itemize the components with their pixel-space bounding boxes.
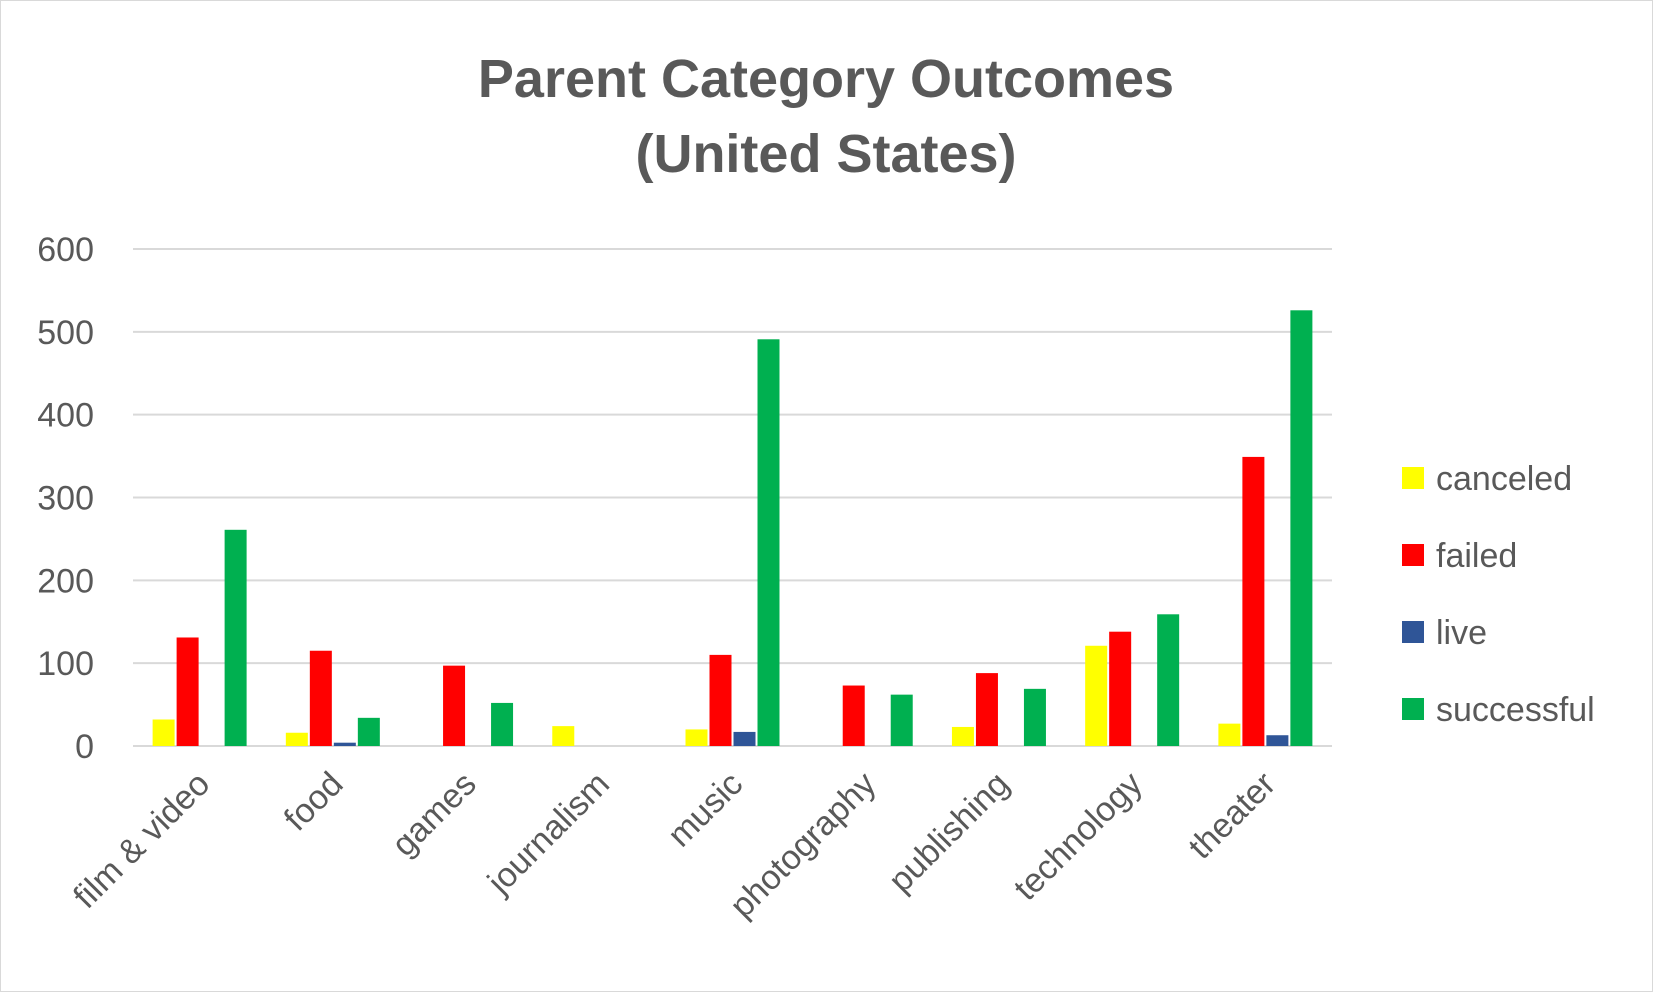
bar-canceled-4 (685, 729, 708, 746)
bar-successful-4 (757, 339, 780, 746)
legend-label-failed: failed (1436, 537, 1517, 575)
y-tick-label: 500 (37, 314, 94, 352)
legend-label-successful: successful (1436, 691, 1595, 729)
y-tick-label: 600 (37, 231, 94, 269)
legend-swatch-canceled (1402, 467, 1424, 489)
gridlines (133, 248, 1332, 747)
x-tick-label: technology (1007, 765, 1150, 908)
bar-failed-4 (709, 654, 732, 746)
bar-failed-6 (975, 673, 998, 746)
y-axis-ticks: 0 100 200 300 400 500 600 (37, 231, 94, 766)
bar-failed-7 (1109, 631, 1132, 746)
x-tick-label: film & video (66, 765, 217, 916)
bar-failed-5 (842, 685, 865, 746)
x-tick-label: food (277, 765, 351, 839)
x-tick-label: journalism (480, 765, 617, 902)
bar-canceled-8 (1218, 723, 1241, 746)
bar-failed-1 (309, 650, 332, 746)
bar-successful-0 (224, 529, 247, 746)
x-tick-label: music (660, 765, 750, 855)
bar-live-8 (1266, 735, 1289, 746)
y-tick-label: 300 (37, 480, 94, 518)
bar-canceled-1 (285, 732, 308, 746)
y-tick-label: 0 (75, 728, 94, 766)
y-tick-label: 400 (37, 397, 94, 435)
bar-failed-0 (176, 637, 199, 746)
legend: canceled failed live successful (1402, 460, 1595, 729)
bar-canceled-7 (1085, 645, 1108, 746)
legend-swatch-successful (1402, 698, 1424, 720)
bar-failed-2 (443, 665, 466, 746)
legend-label-live: live (1436, 614, 1487, 652)
bar-successful-7 (1157, 614, 1180, 746)
bar-live-4 (733, 731, 756, 746)
chart-title: Parent Category Outcomes (478, 49, 1174, 109)
bar-successful-6 (1023, 688, 1046, 746)
bar-successful-5 (890, 694, 913, 746)
x-tick-label: publishing (881, 765, 1016, 900)
bar-live-1 (333, 742, 356, 746)
bar-failed-8 (1242, 456, 1265, 746)
bar-canceled-0 (152, 719, 175, 746)
chart-subtitle: (United States) (635, 124, 1016, 184)
legend-swatch-live (1402, 621, 1424, 643)
legend-label-canceled: canceled (1436, 460, 1572, 498)
bar-successful-1 (357, 717, 380, 746)
legend-swatch-failed (1402, 544, 1424, 566)
bar-successful-2 (491, 702, 514, 746)
bar-successful-8 (1290, 310, 1313, 746)
bars (152, 310, 1313, 746)
y-tick-label: 100 (37, 645, 94, 683)
y-tick-label: 200 (37, 562, 94, 600)
x-tick-label: theater (1181, 765, 1283, 867)
bar-canceled-3 (552, 726, 575, 746)
x-tick-label: games (385, 765, 484, 864)
bar-canceled-6 (951, 726, 974, 746)
